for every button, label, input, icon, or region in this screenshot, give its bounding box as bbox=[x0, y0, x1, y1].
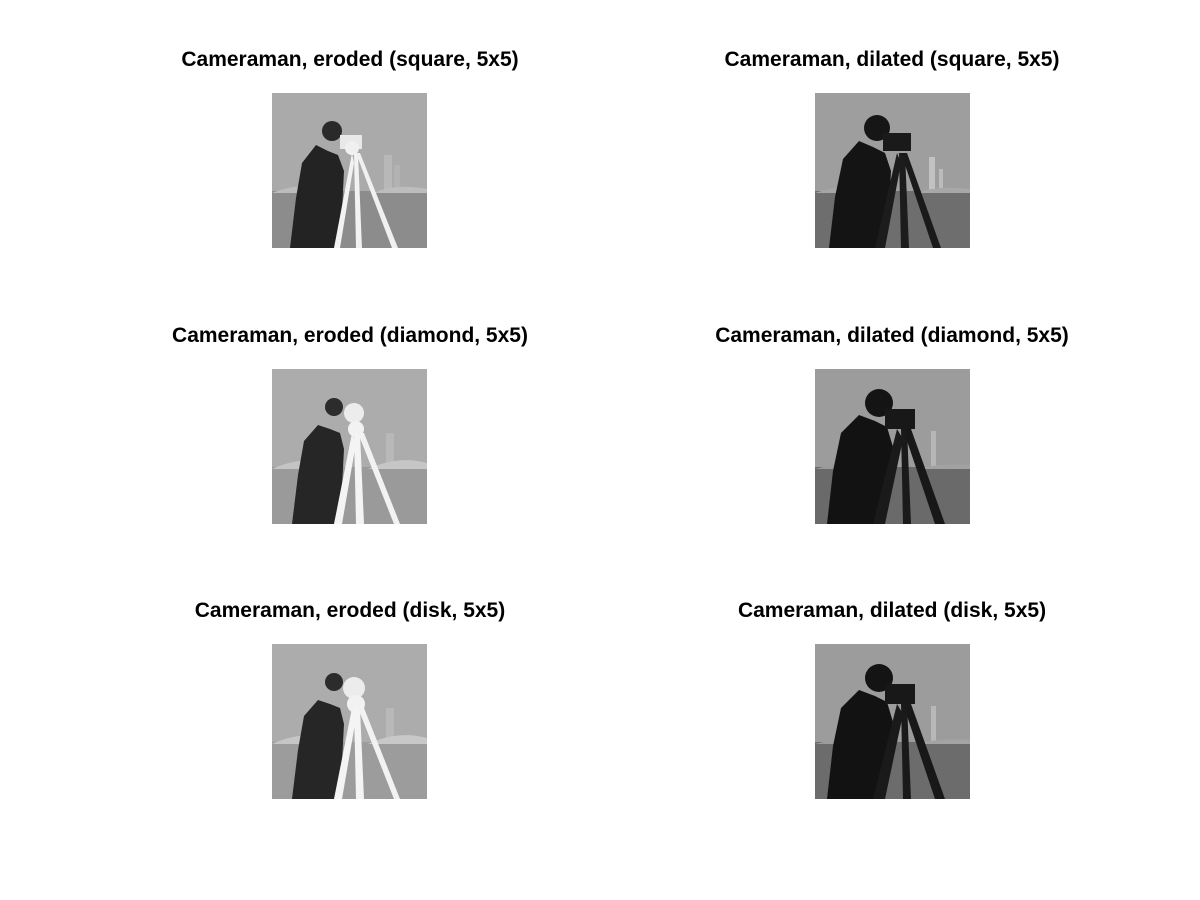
cameraman-image-render bbox=[272, 644, 427, 799]
panel-title: Cameraman, dilated (diamond, 5x5) bbox=[715, 324, 1069, 347]
panel-title: Cameraman, dilated (disk, 5x5) bbox=[737, 599, 1047, 622]
cameraman-dilated-square-image bbox=[815, 93, 970, 248]
cameraman-dilated-diamond-image bbox=[815, 369, 970, 524]
cameraman-image-render bbox=[815, 93, 970, 248]
cameraman-image-render bbox=[815, 644, 970, 799]
cameraman-eroded-disk-image bbox=[272, 644, 427, 799]
panel-eroded-square: Cameraman, eroded (square, 5x5) bbox=[90, 47, 610, 248]
panel-dilated-square: Cameraman, dilated (square, 5x5) bbox=[632, 47, 1152, 248]
panel-dilated-disk: Cameraman, dilated (disk, 5x5) bbox=[632, 598, 1152, 799]
cameraman-eroded-square-image bbox=[272, 93, 427, 248]
panel-title: Cameraman, eroded (disk, 5x5) bbox=[194, 599, 506, 622]
panel-title: Cameraman, eroded (square, 5x5) bbox=[181, 48, 519, 71]
panel-title: Cameraman, dilated (square, 5x5) bbox=[724, 48, 1060, 71]
panel-eroded-diamond: Cameraman, eroded (diamond, 5x5) bbox=[90, 323, 610, 524]
panel-eroded-disk: Cameraman, eroded (disk, 5x5) bbox=[90, 598, 610, 799]
cameraman-image-render bbox=[272, 93, 427, 248]
panel-dilated-diamond: Cameraman, dilated (diamond, 5x5) bbox=[632, 323, 1152, 524]
cameraman-image-render bbox=[815, 369, 970, 524]
panel-title: Cameraman, eroded (diamond, 5x5) bbox=[172, 324, 528, 347]
cameraman-image-render bbox=[272, 369, 427, 524]
cameraman-dilated-disk-image bbox=[815, 644, 970, 799]
cameraman-eroded-diamond-image bbox=[272, 369, 427, 524]
